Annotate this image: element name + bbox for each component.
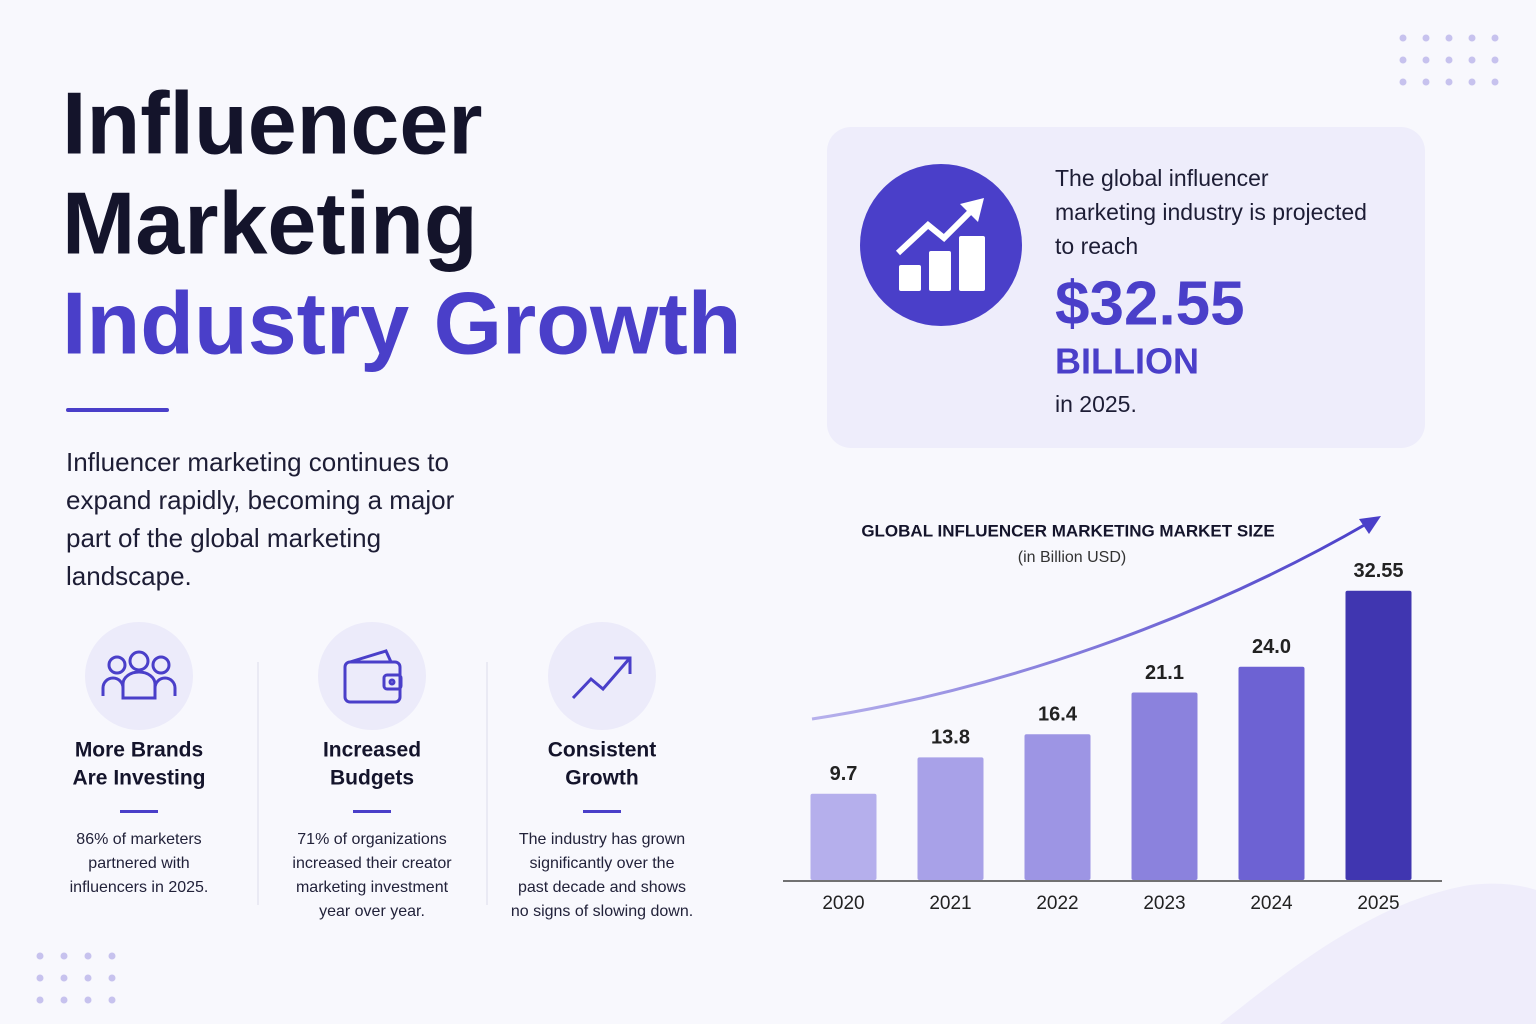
intro-line: part of the global marketing — [66, 523, 381, 553]
feature-title: More Brands — [75, 739, 203, 762]
dots-bottom — [36, 952, 116, 1004]
value-label: 13.8 — [931, 727, 970, 749]
chart-title: GLOBAL INFLUENCER MARKETING MARKET SIZE — [861, 521, 1274, 540]
feature-title: Are Investing — [72, 767, 205, 790]
title-accent: Industry Growth — [62, 273, 742, 372]
feature-icon-bg — [548, 622, 656, 730]
callout-text: The global influencer — [1055, 165, 1269, 191]
feature: Increased Budgets 71% of organizations i… — [292, 622, 452, 920]
chart-subtitle: (in Billion USD) — [1018, 549, 1126, 566]
callout-text: in 2025. — [1055, 391, 1137, 417]
feature: More Brands Are Investing 86% of markete… — [70, 622, 209, 896]
feature-text: partnered with — [88, 855, 189, 872]
value-label: 9.7 — [830, 763, 858, 785]
feature-title: Growth — [565, 767, 639, 790]
intro-line: landscape. — [66, 561, 192, 591]
value-label: 24.0 — [1252, 636, 1291, 658]
callout-text: marketing industry is projected — [1055, 199, 1367, 225]
value-label: 16.4 — [1038, 704, 1078, 726]
icon-wallet — [343, 649, 403, 704]
value-label: 32.55 — [1353, 560, 1403, 582]
x-tick-label: 2025 — [1357, 893, 1399, 914]
feature-title: Budgets — [330, 767, 414, 790]
x-tick-label: 2023 — [1143, 893, 1185, 914]
intro-line: Influencer marketing continues to — [66, 447, 449, 477]
bar — [1345, 590, 1412, 880]
title-line: Marketing — [62, 173, 478, 272]
feature: Consistent Growth The industry has grown… — [511, 622, 693, 920]
bar — [810, 793, 877, 880]
bar — [1024, 734, 1091, 880]
feature-text: influencers in 2025. — [70, 879, 209, 896]
callout-icon — [895, 198, 985, 291]
feature-text: The industry has grown — [519, 831, 685, 848]
x-tick-label: 2020 — [822, 893, 864, 914]
feature-text: increased their creator — [292, 855, 452, 872]
icon-trend — [571, 656, 632, 700]
feature-title: Increased — [323, 739, 421, 762]
feature-text: year over year. — [319, 903, 425, 920]
feature-text: significantly over the — [530, 855, 675, 872]
feature-rule — [583, 810, 621, 813]
bar — [917, 757, 984, 880]
feature-text: 71% of organizations — [297, 831, 446, 848]
trend-arrowhead — [1359, 516, 1381, 534]
feature-rule — [120, 810, 158, 813]
bars: 2020 9.7 2021 13.8 2022 16.4 2023 21.1 2024 24.0 2… — [810, 560, 1412, 914]
dots-top — [1399, 34, 1499, 86]
callout-amount: $32.55 — [1055, 269, 1245, 338]
title-rule — [66, 408, 169, 412]
icon-people — [101, 650, 177, 700]
callout-text: to reach — [1055, 233, 1138, 259]
x-tick-label: 2022 — [1036, 893, 1078, 914]
bar — [1131, 692, 1198, 880]
feature-icon-bg — [318, 622, 426, 730]
trend-arrow — [811, 521, 1369, 721]
x-tick-label: 2021 — [929, 893, 971, 914]
callout-icon-bg — [860, 164, 1022, 326]
feature-text: marketing investment — [296, 879, 449, 896]
feature-rule — [353, 810, 391, 813]
value-label: 21.1 — [1145, 662, 1184, 684]
feature-title: Consistent — [548, 739, 657, 762]
feature-text: no signs of slowing down. — [511, 903, 693, 920]
feature-text: 86% of marketers — [76, 831, 201, 848]
feature-text: past decade and shows — [518, 879, 686, 896]
intro-line: expand rapidly, becoming a major — [66, 485, 455, 515]
bg-blob — [1220, 883, 1536, 1024]
callout-unit: BILLION — [1055, 341, 1199, 382]
feature-icon-bg — [85, 622, 193, 730]
bar — [1238, 666, 1305, 880]
title-line: Influencer — [62, 73, 483, 172]
x-tick-label: 2024 — [1250, 893, 1293, 914]
